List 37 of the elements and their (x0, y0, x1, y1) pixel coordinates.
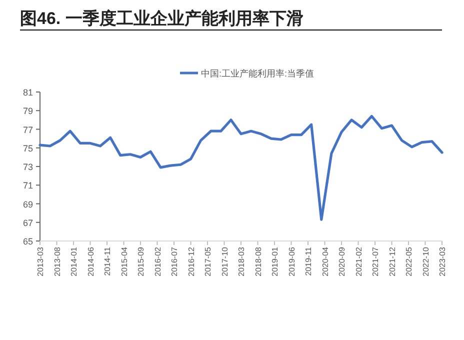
x-tick-label: 2013-03 (36, 246, 45, 276)
x-tick-label: 2020-04 (320, 246, 330, 276)
line-series (38, 114, 444, 221)
x-tick-label: 2019-01 (270, 246, 280, 276)
x-tick-label: 2016-12 (186, 246, 196, 276)
x-tick-label: 2021-07 (371, 246, 380, 276)
x-tick-label: 2017-05 (204, 246, 212, 276)
x-tick-label: 2017-10 (220, 246, 230, 276)
x-tick-label: 2019-11 (304, 246, 313, 276)
chart-title: 图46. 一季度工业企业产能利用率下滑 (20, 9, 304, 28)
legend-label: 中国:工业产能利用率:当季值 (201, 68, 314, 78)
y-tick-label: 69 (22, 199, 33, 210)
x-tick-label: 2014-01 (70, 246, 78, 276)
x-tick-label: 2016-07 (170, 246, 179, 276)
x-tick-label: 2015-09 (136, 246, 146, 276)
x-tick-label: 2018-08 (254, 246, 263, 276)
y-tick-label: 77 (22, 124, 33, 135)
x-tick-label: 2015-04 (120, 246, 129, 276)
y-tick-label: 79 (22, 106, 33, 116)
x-tick-label: 2022-05 (404, 246, 414, 276)
y-tick-label: 81 (22, 88, 33, 98)
x-tick-label: 2014-11 (103, 246, 112, 276)
x-tick-label: 2016-02 (153, 246, 162, 276)
x-tick-label: 2020-09 (338, 246, 346, 276)
x-tick-label: 2022-10 (421, 246, 430, 276)
y-tick-label: 75 (22, 143, 33, 154)
y-tick-label: 73 (22, 162, 33, 172)
y-tick-label: 67 (22, 218, 33, 228)
x-tick-label: 2014-06 (86, 246, 96, 276)
y-tick-label: 65 (22, 236, 33, 246)
x-tick-label: 2021-12 (388, 246, 397, 276)
x-tick-label: 2021-02 (354, 246, 364, 276)
x-tick-label: 2018-03 (237, 246, 246, 276)
x-tick-label: 2023-03 (438, 246, 447, 276)
y-tick-label: 71 (22, 180, 33, 191)
x-tick-label: 2019-06 (287, 246, 296, 276)
x-tick-label: 2013-08 (52, 246, 62, 276)
